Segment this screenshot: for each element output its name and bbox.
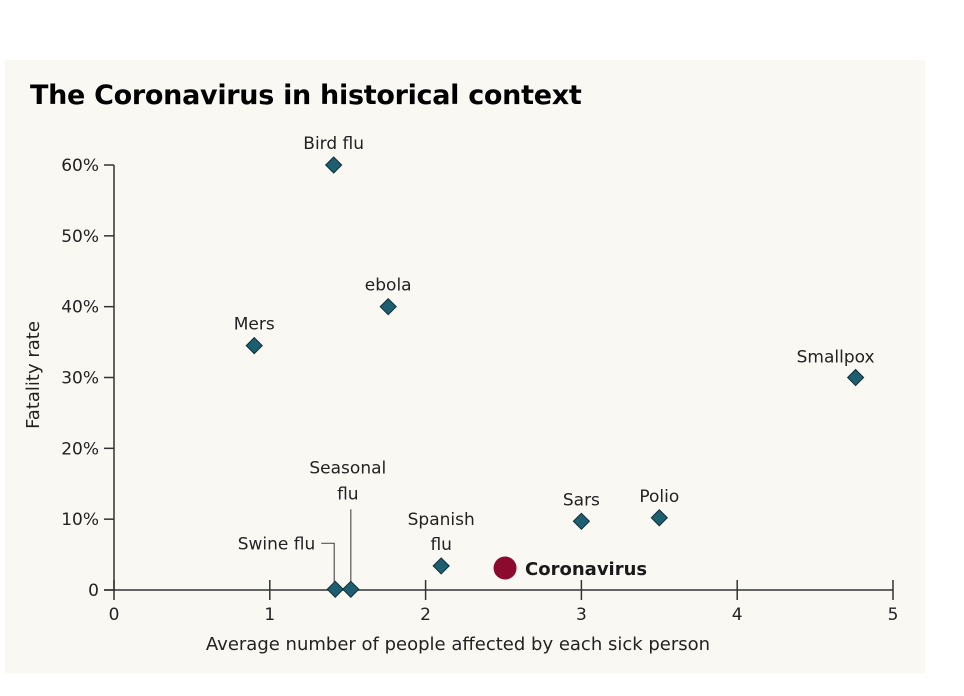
point-label-ebola: ebola (365, 276, 412, 296)
data-point-swine-flu (326, 580, 344, 598)
point-label-seasonal-flu: flu (337, 484, 358, 504)
point-label-sars: Sars (563, 490, 600, 510)
x-axis-label: Average number of people affected by eac… (206, 634, 710, 655)
y-tick-label: 30% (61, 369, 99, 389)
data-point-bird-flu (324, 156, 343, 174)
axes: 0 10% 20% 30% 40% 50% 60% 0 1 2 3 4 5 (61, 156, 898, 625)
leader-line-swine-flu (321, 542, 335, 586)
y-tick-label: 20% (61, 439, 99, 459)
y-tick-label: 50% (61, 227, 99, 247)
x-tick-label: 3 (576, 605, 587, 625)
point-label-bird-flu: Bird flu (303, 134, 364, 154)
data-points: Bird flu ebola Mers Smallpox Sars Polio Spanis… (234, 134, 875, 598)
y-tick-label: 0 (88, 581, 99, 601)
data-point-smallpox (846, 368, 865, 387)
data-point-coronavirus (493, 556, 517, 580)
point-label-swine-flu: Swine flu (238, 534, 316, 554)
chart-title: The Coronavirus in historical context (30, 80, 582, 111)
chart-panel (5, 60, 925, 673)
data-point-mers (245, 336, 263, 355)
x-tick-label: 1 (264, 605, 275, 625)
data-point-polio (650, 509, 669, 527)
x-tick-label: 2 (420, 605, 431, 625)
y-tick-label: 40% (61, 298, 99, 318)
point-label-mers: Mers (234, 315, 275, 335)
y-tick-label: 60% (61, 156, 99, 176)
x-tick-label: 0 (109, 605, 120, 625)
data-point-spanish-flu (432, 557, 450, 575)
point-label-seasonal-flu: Seasonal (309, 458, 386, 478)
data-point-sars (572, 512, 591, 530)
y-axis-label: Fatality rate (23, 321, 44, 429)
data-point-ebola (379, 297, 397, 316)
point-label-spanish-flu: Spanish (408, 510, 475, 530)
y-tick-label: 10% (61, 510, 99, 530)
point-label-spanish-flu: flu (430, 535, 451, 555)
point-label-coronavirus: Coronavirus (525, 559, 647, 580)
point-label-smallpox: Smallpox (797, 348, 875, 368)
point-label-polio: Polio (639, 487, 679, 507)
x-tick-label: 4 (732, 605, 743, 625)
x-tick-label: 5 (888, 605, 899, 625)
data-point-seasonal-flu (342, 580, 360, 598)
